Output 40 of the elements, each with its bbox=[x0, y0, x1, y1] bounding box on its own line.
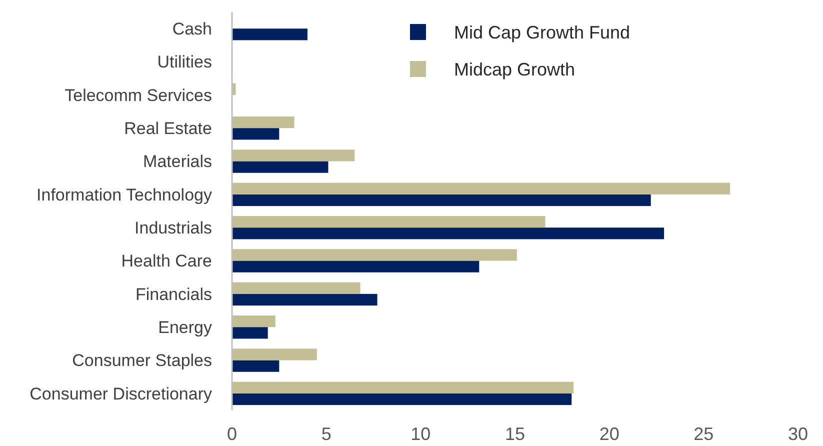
y-tick-label: Telecomm Services bbox=[64, 86, 212, 105]
x-tick-label: 15 bbox=[504, 424, 526, 444]
x-tick-label: 25 bbox=[694, 424, 714, 444]
x-tick-label: 10 bbox=[410, 424, 431, 444]
bar bbox=[232, 161, 328, 173]
y-tick-label: Utilities bbox=[157, 52, 212, 72]
bar bbox=[232, 260, 480, 272]
y-tick-label: Information Technology bbox=[36, 185, 212, 204]
bar bbox=[232, 28, 308, 40]
bar bbox=[232, 216, 546, 228]
bar bbox=[232, 194, 651, 206]
bar bbox=[232, 360, 280, 372]
bar bbox=[232, 128, 280, 140]
legend-label: Mid Cap Growth Fund bbox=[454, 22, 630, 42]
bar bbox=[232, 116, 294, 128]
bar bbox=[232, 348, 317, 360]
x-tick-label: 5 bbox=[321, 424, 332, 444]
x-tick-label: 30 bbox=[788, 424, 808, 444]
y-tick-label: Financials bbox=[135, 284, 212, 304]
legend-label: Midcap Growth bbox=[454, 59, 576, 80]
bar bbox=[232, 182, 730, 194]
bar bbox=[232, 150, 355, 162]
bar bbox=[232, 327, 268, 339]
bar bbox=[232, 393, 572, 406]
y-tick-label: Cash bbox=[172, 20, 212, 39]
bar bbox=[232, 249, 517, 261]
bar bbox=[232, 294, 378, 306]
x-tick-label: 20 bbox=[599, 424, 620, 444]
bar bbox=[232, 282, 360, 294]
y-tick-label: Health Care bbox=[121, 252, 212, 271]
x-tick-label: 0 bbox=[226, 424, 238, 444]
bar bbox=[232, 315, 276, 328]
y-tick-label: Materials bbox=[143, 152, 212, 172]
bar bbox=[232, 382, 574, 394]
y-tick-label: Energy bbox=[158, 318, 212, 338]
bar bbox=[232, 228, 664, 240]
y-tick-label: Real Estate bbox=[124, 119, 212, 138]
y-tick-label: Consumer Staples bbox=[72, 351, 212, 370]
y-tick-label: Industrials bbox=[134, 218, 212, 238]
y-tick-label: Consumer Discretionary bbox=[30, 384, 212, 404]
